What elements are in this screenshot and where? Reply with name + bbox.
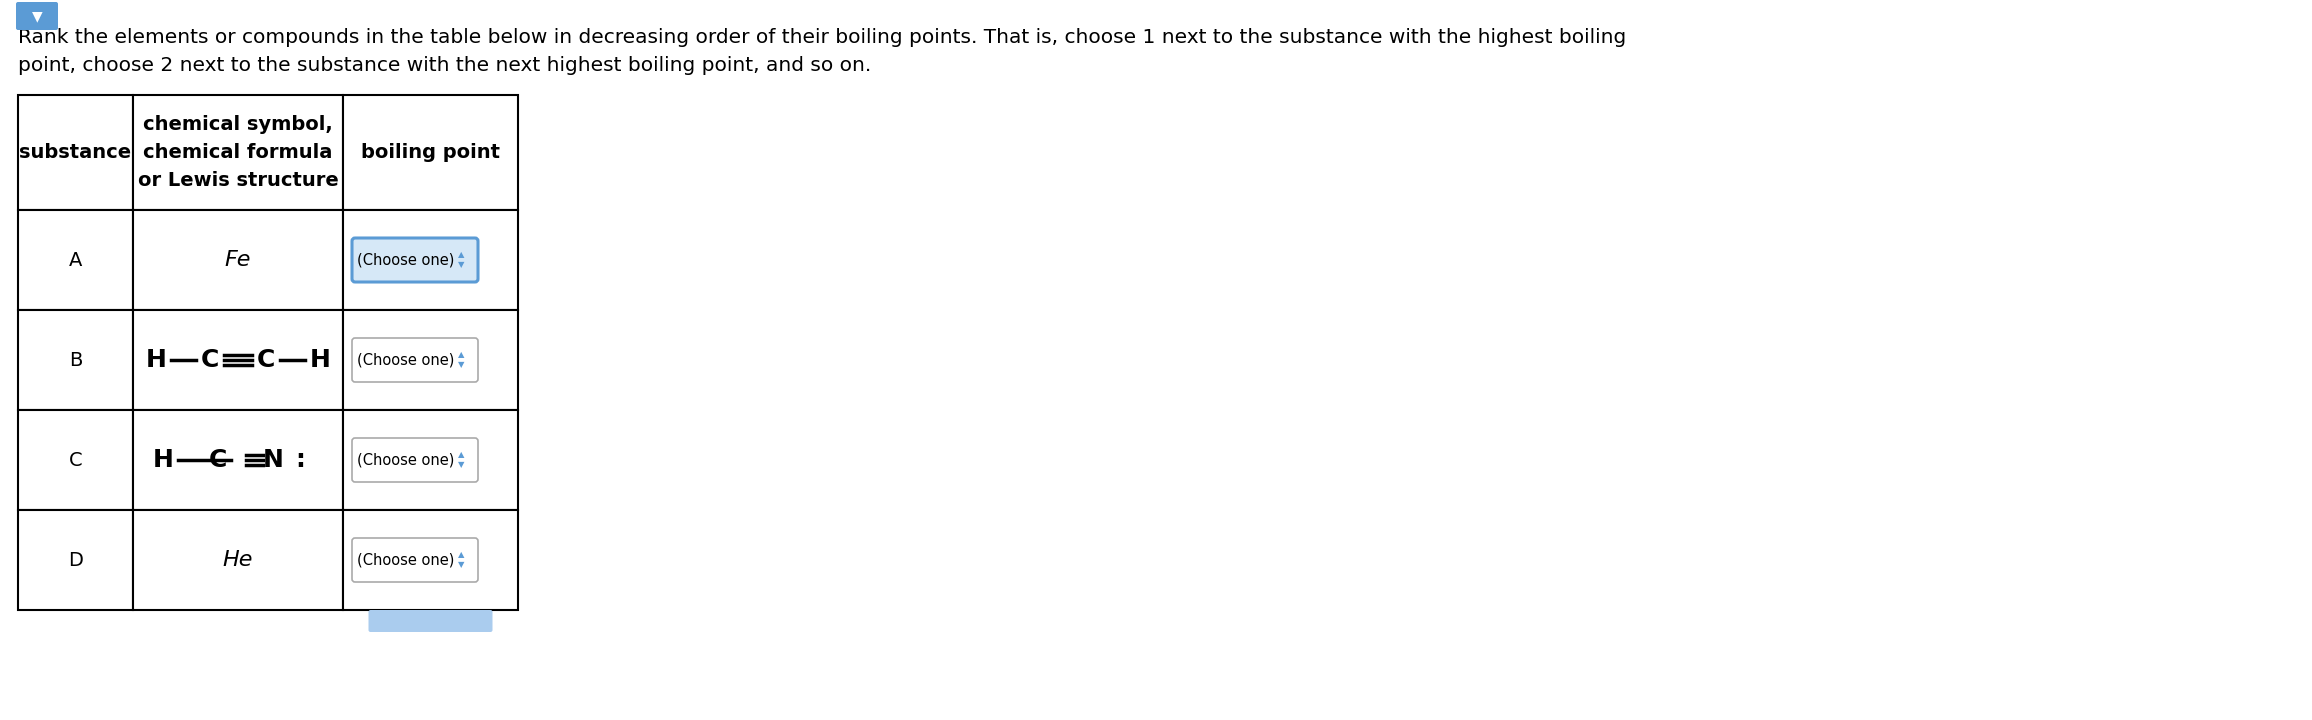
- Text: D: D: [67, 551, 83, 570]
- Text: ▲: ▲: [458, 451, 465, 459]
- Text: point, choose 2 next to the substance with the next highest boiling point, and s: point, choose 2 next to the substance wi…: [18, 56, 872, 75]
- Text: B: B: [69, 351, 83, 369]
- FancyBboxPatch shape: [351, 238, 479, 282]
- Text: N: N: [264, 448, 284, 472]
- Text: ▲: ▲: [458, 251, 465, 259]
- Text: chemical symbol,
chemical formula
or Lewis structure: chemical symbol, chemical formula or Lew…: [139, 115, 338, 190]
- Text: H: H: [310, 348, 331, 372]
- Text: H: H: [146, 348, 166, 372]
- Bar: [18, 95, 134, 210]
- FancyBboxPatch shape: [351, 338, 479, 382]
- Bar: [134, 510, 342, 610]
- FancyBboxPatch shape: [16, 2, 58, 30]
- Text: ▼: ▼: [458, 461, 465, 469]
- Text: :: :: [296, 448, 305, 472]
- Text: (Choose one): (Choose one): [356, 452, 453, 467]
- FancyBboxPatch shape: [351, 538, 479, 582]
- Text: ▲: ▲: [458, 551, 465, 559]
- Text: ▼: ▼: [32, 9, 42, 23]
- Text: C: C: [257, 348, 275, 372]
- Text: (Choose one): (Choose one): [356, 353, 453, 367]
- Text: ▼: ▼: [458, 361, 465, 369]
- Text: C: C: [201, 348, 220, 372]
- Text: C: C: [69, 451, 83, 469]
- Bar: [18, 310, 134, 410]
- Text: He: He: [222, 550, 254, 570]
- Text: A: A: [69, 251, 83, 269]
- Text: Fe: Fe: [224, 250, 252, 270]
- Text: boiling point: boiling point: [361, 143, 499, 162]
- FancyBboxPatch shape: [368, 610, 492, 632]
- Bar: [342, 510, 518, 610]
- Bar: [134, 310, 342, 410]
- Text: C: C: [208, 448, 227, 472]
- Bar: [18, 510, 134, 610]
- Bar: [134, 95, 342, 210]
- Bar: [134, 410, 342, 510]
- Bar: [342, 410, 518, 510]
- Text: substance: substance: [18, 143, 132, 162]
- Text: (Choose one): (Choose one): [356, 253, 453, 268]
- Bar: [342, 310, 518, 410]
- Text: Rank the elements or compounds in the table below in decreasing order of their b: Rank the elements or compounds in the ta…: [18, 28, 1625, 47]
- Text: ▼: ▼: [458, 560, 465, 570]
- Bar: [342, 95, 518, 210]
- Bar: [342, 210, 518, 310]
- Text: H: H: [153, 448, 173, 472]
- Text: (Choose one): (Choose one): [356, 552, 453, 567]
- FancyBboxPatch shape: [351, 438, 479, 482]
- Bar: [18, 410, 134, 510]
- Text: ▲: ▲: [458, 351, 465, 359]
- Bar: [134, 210, 342, 310]
- Text: ▼: ▼: [458, 261, 465, 269]
- Bar: [18, 210, 134, 310]
